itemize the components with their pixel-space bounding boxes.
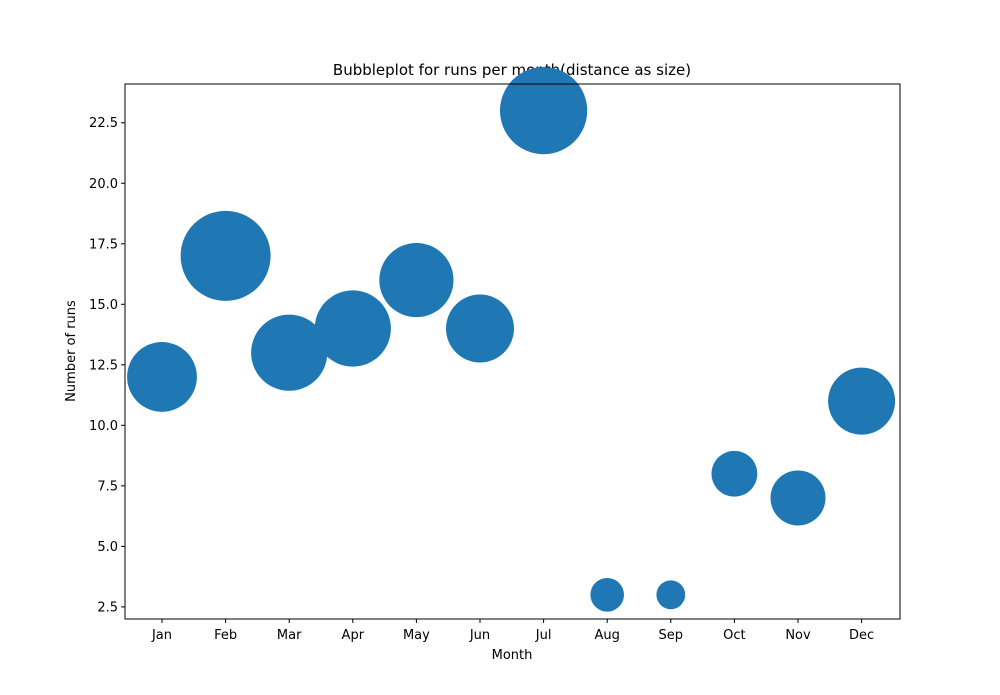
y-tick-label: 7.5: [97, 479, 118, 494]
bubble-jul: [499, 67, 588, 155]
x-tick-label-mar: Mar: [277, 628, 302, 643]
x-tick-label-may: May: [403, 628, 430, 643]
x-tick-label-oct: Oct: [723, 628, 745, 643]
plot-frame: [124, 83, 901, 620]
y-tick-label: 22.5: [89, 116, 118, 131]
bubble-apr: [314, 290, 391, 367]
bubble-jan: [127, 342, 197, 412]
y-tick-label: 15.0: [89, 298, 118, 313]
x-tick-label-nov: Nov: [785, 628, 811, 643]
x-tick-label-jan: Jan: [151, 628, 172, 643]
bubble-oct: [711, 450, 758, 497]
y-axis: 2.5 5.0 7.5 10.0 12.5 15.0 17.5 20.0 22.5: [89, 116, 125, 615]
y-tick-label: 2.5: [97, 600, 118, 615]
y-tick-label: 5.0: [97, 540, 118, 555]
bubble-dec: [828, 367, 896, 435]
y-tick-label: 20.0: [89, 177, 118, 192]
bubble-nov: [770, 470, 826, 526]
x-tick-label-jun: Jun: [469, 628, 490, 643]
x-axis-label: Month: [492, 648, 533, 663]
y-tick-label: 12.5: [89, 358, 118, 373]
chart-title: Bubbleplot for runs per month(distance a…: [333, 61, 691, 79]
x-axis: Jan Feb Mar Apr May Jun Jul Aug Sep Oct Nov Dec: [151, 619, 874, 643]
bubble-sep: [656, 580, 686, 610]
x-tick-label-sep: Sep: [659, 628, 684, 643]
x-tick-label-jul: Jul: [535, 628, 552, 643]
y-tick-label: 17.5: [89, 237, 118, 252]
y-axis-label: Number of runs: [64, 300, 79, 402]
bubble-series: [127, 67, 896, 612]
x-tick-label-aug: Aug: [595, 628, 620, 643]
x-tick-label-dec: Dec: [849, 628, 874, 643]
bubble-feb: [180, 210, 271, 301]
y-tick-label: 10.0: [89, 419, 118, 434]
bubble-aug: [590, 577, 624, 612]
bubble-may: [379, 242, 454, 318]
x-tick-label-feb: Feb: [214, 628, 237, 643]
bubble-mar: [251, 314, 328, 391]
x-tick-label-apr: Apr: [342, 628, 365, 643]
bubble-jun: [446, 294, 514, 363]
